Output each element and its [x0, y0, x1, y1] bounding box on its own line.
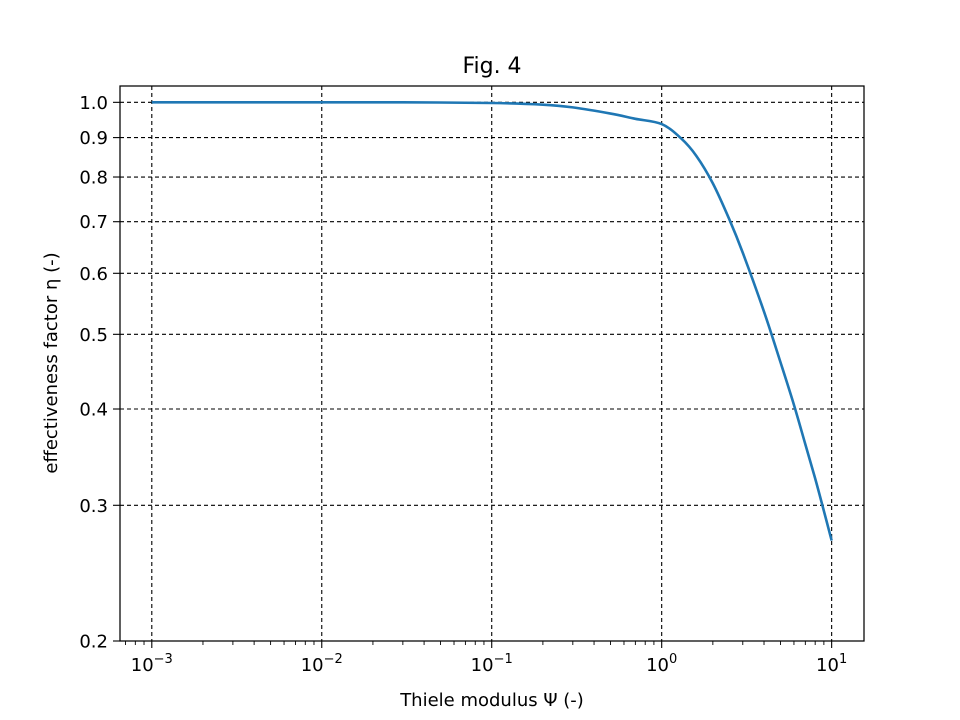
x-axis-label: Thiele modulus Ψ (-) [399, 690, 584, 711]
tick-layer: 10−3 10−2 10−1 100 101 0.2 0.3 0.4 0.5 0.6 0.7 0.8 0… [79, 93, 847, 676]
x-tick-label: 100 [646, 652, 677, 676]
chart-title: Fig. 4 [462, 54, 521, 79]
y-tick-label: 1.0 [79, 93, 108, 114]
grid-layer [120, 86, 864, 641]
series-line [151, 100, 833, 541]
x-tick-label: 10−1 [471, 652, 513, 676]
x-tick-label: 10−3 [131, 652, 173, 676]
y-tick-label: 0.4 [79, 400, 108, 421]
x-tick-label: 101 [816, 652, 847, 676]
y-tick-label: 0.3 [79, 496, 108, 517]
y-axis-label: effectiveness factor η (-) [41, 252, 62, 473]
y-tick-label: 0.6 [79, 264, 108, 285]
y-tick-label: 0.8 [79, 168, 108, 189]
y-tick-label: 0.9 [79, 128, 108, 149]
y-tick-label: 0.2 [79, 632, 108, 653]
series-layer [151, 100, 833, 541]
y-tick-label: 0.7 [79, 212, 108, 233]
x-tick-label: 10−2 [301, 652, 343, 676]
y-tick-label: 0.5 [79, 325, 108, 346]
